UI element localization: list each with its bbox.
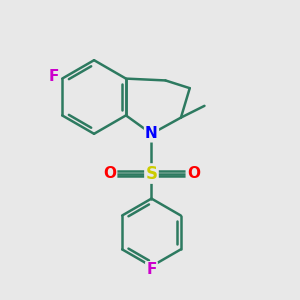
Text: F: F [146, 262, 157, 277]
Text: O: O [103, 166, 116, 181]
Text: O: O [187, 166, 200, 181]
Text: N: N [145, 126, 158, 141]
Text: F: F [49, 69, 59, 84]
Text: S: S [146, 165, 158, 183]
